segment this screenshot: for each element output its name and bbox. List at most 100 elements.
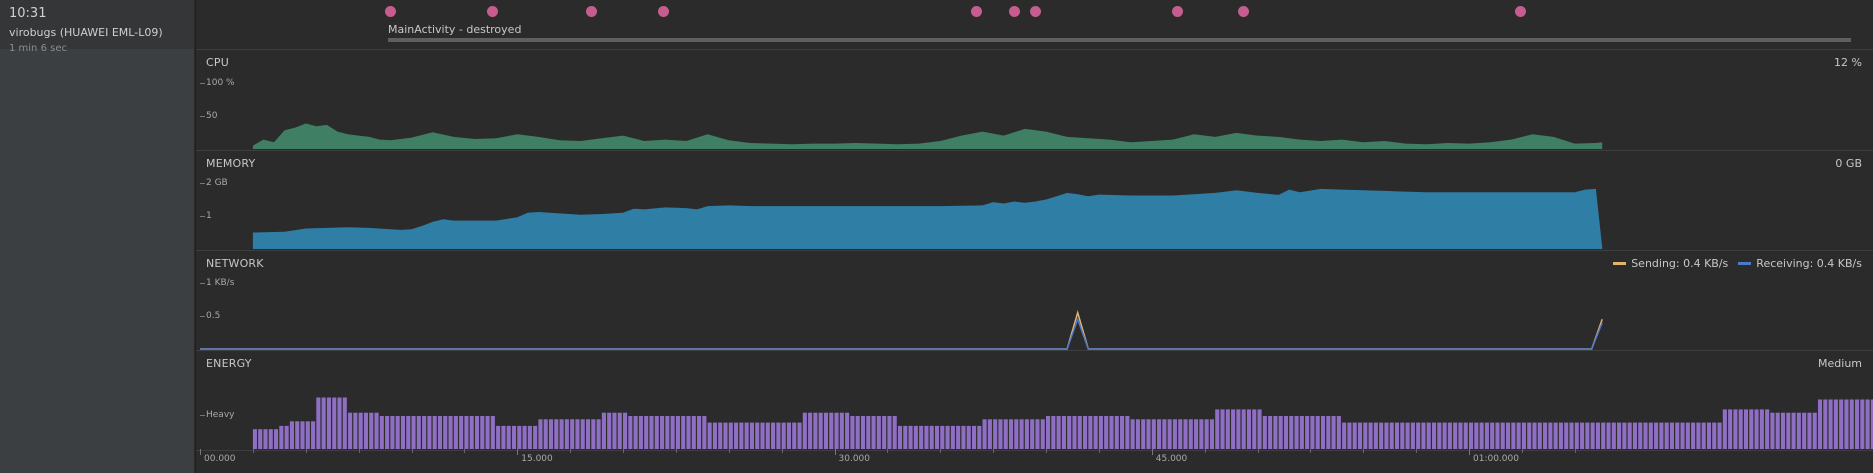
energy-bar bbox=[1215, 409, 1220, 449]
energy-bar bbox=[570, 419, 575, 449]
energy-bar bbox=[670, 416, 675, 449]
activity-bar[interactable] bbox=[388, 38, 1851, 42]
time-minor-tick bbox=[411, 449, 413, 453]
energy-bar bbox=[982, 419, 987, 449]
memory-title: MEMORY bbox=[206, 157, 256, 170]
energy-bar bbox=[358, 412, 363, 449]
energy-bar bbox=[1839, 399, 1844, 449]
time-minor-tick bbox=[1416, 449, 1418, 453]
cpu-current-value: 12 % bbox=[1834, 56, 1862, 69]
event-dot[interactable] bbox=[385, 6, 397, 17]
energy-bar bbox=[1675, 422, 1680, 449]
energy-chart bbox=[252, 397, 1873, 449]
energy-bar bbox=[813, 412, 818, 449]
event-dot[interactable] bbox=[658, 6, 670, 17]
session-item[interactable]: 10:31 virobugs (HUAWEI EML-L09) 1 min 6 … bbox=[0, 0, 194, 54]
energy-bar bbox=[617, 412, 622, 449]
time-tick-label: 45.000 bbox=[1155, 454, 1188, 464]
cpu-lane[interactable]: CPU 12 % 100 % 50 bbox=[196, 50, 1873, 151]
time-minor-tick bbox=[1098, 449, 1100, 453]
energy-bar bbox=[1416, 422, 1421, 449]
time-minor-tick bbox=[252, 449, 254, 453]
energy-bar bbox=[1347, 422, 1352, 449]
event-dot[interactable] bbox=[1172, 6, 1184, 17]
time-minor-tick bbox=[887, 449, 889, 453]
energy-bar bbox=[337, 397, 342, 449]
energy-bar bbox=[289, 421, 294, 449]
energy-bar bbox=[1527, 422, 1532, 449]
energy-bar bbox=[527, 425, 532, 449]
energy-bar bbox=[1442, 422, 1447, 449]
energy-bar bbox=[860, 416, 866, 449]
energy-bar bbox=[1421, 422, 1426, 449]
energy-bar bbox=[665, 416, 670, 449]
event-dot[interactable] bbox=[1030, 6, 1042, 17]
time-minor-tick bbox=[728, 449, 730, 453]
energy-bar bbox=[1326, 416, 1331, 449]
energy-bar bbox=[506, 425, 511, 449]
session-time: 10:31 bbox=[9, 6, 47, 21]
energy-bar bbox=[1014, 419, 1019, 449]
energy-bar bbox=[1506, 422, 1511, 449]
event-dot[interactable] bbox=[1009, 6, 1021, 17]
energy-bar bbox=[469, 416, 474, 449]
energy-bar bbox=[1008, 419, 1014, 449]
energy-bar bbox=[1722, 409, 1727, 449]
energy-bar bbox=[1352, 422, 1357, 449]
network-lane[interactable]: NETWORK Sending: 0.4 KB/s Receiving: 0.4… bbox=[196, 251, 1873, 351]
energy-bar bbox=[649, 416, 654, 449]
energy-bar bbox=[538, 419, 543, 449]
energy-bar bbox=[1125, 416, 1130, 449]
energy-bar bbox=[548, 419, 554, 449]
energy-bar bbox=[559, 419, 564, 449]
event-dot[interactable] bbox=[486, 6, 498, 17]
energy-bar bbox=[575, 419, 580, 449]
energy-bar bbox=[786, 422, 791, 449]
event-dot[interactable] bbox=[1237, 6, 1249, 17]
profiler-timeline[interactable]: MainActivity - destroyed CPU 12 % 100 % … bbox=[195, 0, 1873, 473]
energy-bar bbox=[1331, 416, 1336, 449]
energy-bar bbox=[1564, 422, 1569, 449]
energy-bar bbox=[1712, 422, 1717, 449]
energy-bar bbox=[316, 397, 321, 449]
energy-bar bbox=[908, 425, 913, 449]
energy-lane[interactable]: ENERGY Medium Heavy bbox=[196, 351, 1873, 451]
network-axis-tick-top bbox=[200, 283, 205, 284]
event-dot[interactable] bbox=[1514, 6, 1526, 17]
energy-bar bbox=[850, 416, 855, 449]
energy-bar bbox=[797, 422, 802, 449]
sending-line bbox=[200, 310, 1603, 350]
energy-bar bbox=[1141, 419, 1146, 449]
time-axis[interactable]: 00.000 15.000 30.000 45.000 01:00.000 bbox=[196, 449, 1873, 473]
energy-bar bbox=[1098, 416, 1103, 449]
legend-sending: Sending: 0.4 KB/s bbox=[1613, 257, 1728, 270]
energy-bar bbox=[1849, 399, 1854, 449]
energy-bar bbox=[871, 416, 876, 449]
energy-bar bbox=[1257, 409, 1262, 449]
energy-bar bbox=[274, 429, 279, 449]
energy-bar bbox=[934, 425, 940, 449]
event-lane[interactable]: MainActivity - destroyed bbox=[196, 0, 1873, 50]
energy-bar bbox=[585, 419, 591, 449]
energy-bar bbox=[1823, 399, 1828, 449]
energy-bar bbox=[823, 412, 829, 449]
energy-bar bbox=[1537, 422, 1542, 449]
time-tick-mark bbox=[834, 449, 836, 455]
energy-bar bbox=[1072, 416, 1077, 449]
event-dot[interactable] bbox=[586, 6, 598, 17]
energy-bar bbox=[353, 412, 358, 449]
energy-bar bbox=[781, 422, 786, 449]
energy-bar bbox=[1030, 419, 1035, 449]
energy-bar bbox=[971, 425, 977, 449]
event-dot[interactable] bbox=[971, 6, 983, 17]
time-minor-tick bbox=[993, 449, 995, 453]
energy-bar bbox=[913, 425, 918, 449]
energy-bar bbox=[882, 416, 887, 449]
receiving-line bbox=[200, 317, 1603, 350]
energy-bar bbox=[1474, 422, 1479, 449]
energy-bar bbox=[268, 429, 273, 449]
memory-lane[interactable]: MEMORY 0 GB 2 GB 1 bbox=[196, 151, 1873, 251]
energy-bar bbox=[924, 425, 929, 449]
cpu-axis-label-mid: 50 bbox=[206, 111, 218, 121]
energy-bar bbox=[1759, 409, 1764, 449]
